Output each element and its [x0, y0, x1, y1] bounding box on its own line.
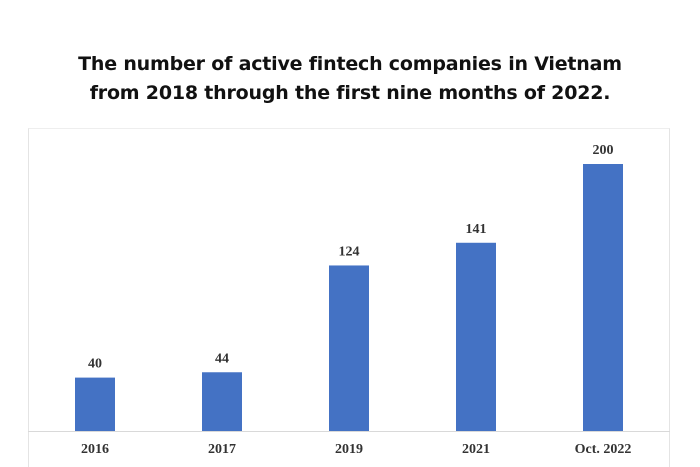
bar-2021 [456, 242, 496, 431]
x-tick-label: 2016 [81, 442, 109, 457]
chart-title: The number of active fintech companies i… [0, 50, 700, 108]
x-tick-label: 2017 [208, 442, 236, 457]
chart-frame [28, 128, 670, 467]
data-label: 40 [88, 357, 102, 372]
bar-2019 [329, 265, 369, 431]
x-tick-label: 2019 [335, 442, 363, 457]
data-label: 141 [466, 222, 487, 237]
chart-title-line-2: from 2018 through the first nine months … [89, 82, 611, 104]
data-label: 44 [215, 351, 229, 366]
x-tick-label: Oct. 2022 [575, 442, 632, 457]
bar-oct-2022 [583, 164, 623, 431]
data-label: 200 [593, 143, 614, 158]
data-label: 124 [339, 244, 360, 259]
chart-title-line-1: The number of active fintech companies i… [78, 53, 622, 75]
bar-2016 [75, 377, 115, 431]
x-tick-label: 2021 [462, 442, 490, 457]
bar-2017 [202, 372, 242, 431]
